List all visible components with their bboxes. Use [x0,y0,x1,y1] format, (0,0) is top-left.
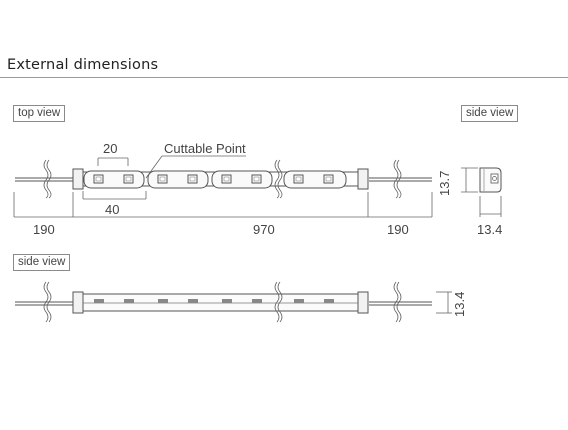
dim-cut-pitch: 40 [105,202,120,217]
dim-body-length: 970 [253,222,275,237]
top-view-label: top view [13,105,66,122]
dim-section-width: 13.4 [477,222,503,237]
dim-right-lead: 190 [387,222,409,237]
led-pitch-dimension [97,157,129,166]
length-dimension [13,192,433,218]
side-view-label-small: side view [461,105,519,122]
cuttable-point-label: Cuttable Point [164,141,246,156]
side-view-strip [15,281,432,323]
dim-led-pitch: 20 [103,141,118,156]
cross-section-dimensions [461,167,502,217]
cuttable-point-leader [145,155,246,179]
section-title: External dimensions [7,57,159,73]
top-view-strip [15,159,432,199]
dim-side-height: 13.4 [452,291,467,317]
cross-section-profile [479,167,502,193]
dim-section-height: 13.7 [437,170,452,196]
side-view-label-long: side view [13,254,71,271]
dim-left-lead: 190 [33,222,55,237]
side-view-height-dimension [436,291,452,314]
cut-pitch-dimension [82,191,147,200]
title-divider [0,77,568,78]
